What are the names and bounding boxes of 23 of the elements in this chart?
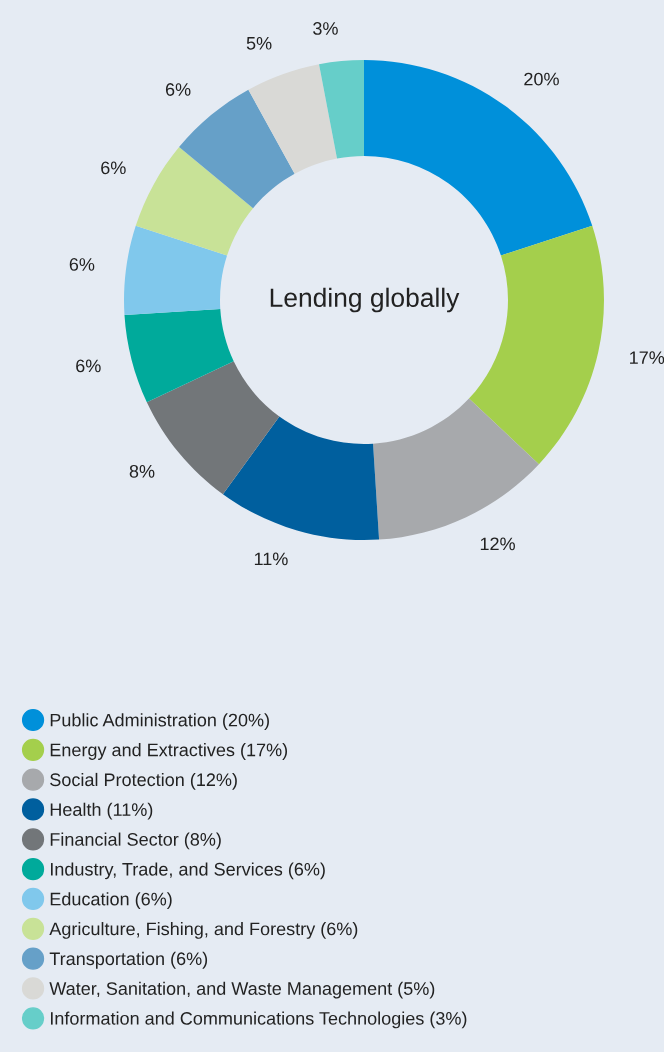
legend-label: Public Administration (20%) xyxy=(50,713,269,731)
legend-label: Social Protection (12%) xyxy=(50,772,237,790)
legend-label: Information and Communications Technologies (3%) xyxy=(50,1011,467,1029)
data-label: 8% xyxy=(129,464,155,478)
data-label: 6% xyxy=(165,83,191,96)
legend-label: Water, Sanitation, and Waste Management (5%) xyxy=(49,981,435,999)
legend-label: Agriculture, Fishing, and Forestry (6%) xyxy=(49,922,358,939)
legend-label: Energy and Extractives (17%) xyxy=(50,743,288,760)
data-label: 17% xyxy=(630,351,664,364)
data-label: 6% xyxy=(101,161,126,175)
legend-label: Financial Sector (8%) xyxy=(50,832,221,850)
legend-label: Education (6%) xyxy=(50,892,172,910)
data-label: 12% xyxy=(480,537,515,551)
legend-label: Transportation (6%) xyxy=(49,951,208,969)
data-label: 5% xyxy=(246,36,272,50)
data-label: 3% xyxy=(313,22,338,35)
text: Lending globally xyxy=(270,287,460,313)
data-label: 20% xyxy=(524,72,559,86)
data-label: 6% xyxy=(76,359,101,373)
data-label: 11% xyxy=(254,552,288,566)
legend-label: Health (11%) xyxy=(50,802,153,820)
legend-label: Industry, Trade, and Services (6%) xyxy=(50,862,325,880)
data-label: 6% xyxy=(69,258,95,271)
